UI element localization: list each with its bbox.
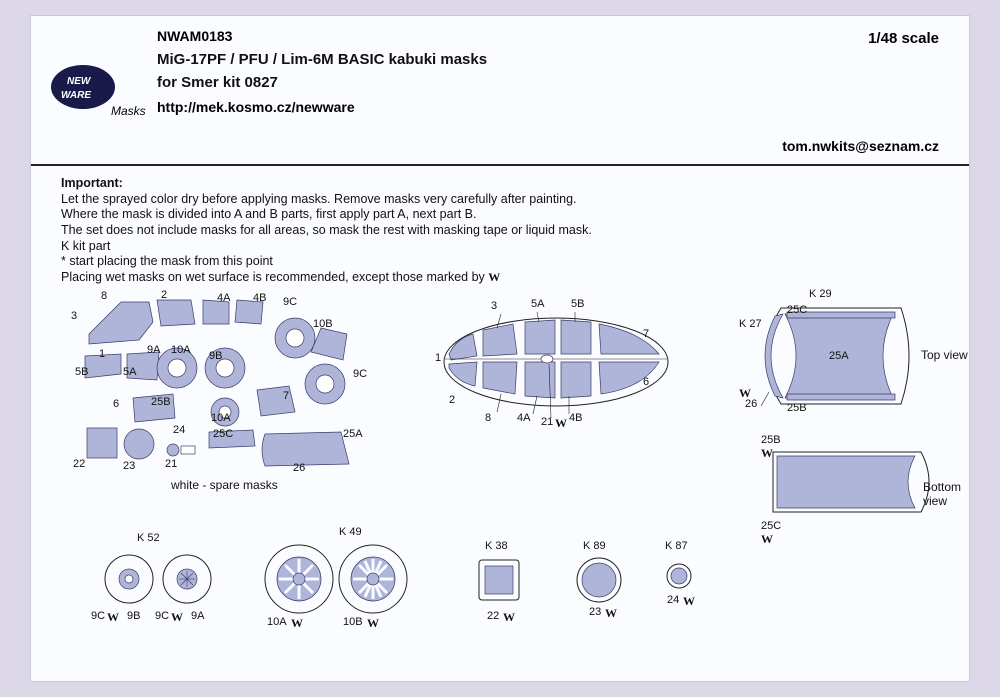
w-canopy: W	[555, 416, 567, 431]
w-10a: W	[291, 616, 303, 631]
w-26: W	[739, 386, 751, 401]
diagram-area: 8 2 3 4A 4B 9C 10B 9C 1 9A 10A 9B 5B 5A …	[61, 294, 971, 674]
lbl-8: 8	[101, 290, 107, 302]
lbl-10A: 10A	[211, 412, 231, 424]
vlbl-25A: 25A	[829, 350, 849, 362]
clbl-6: 6	[643, 376, 649, 388]
lbl-9C2: 9C	[353, 368, 367, 380]
wlbl-k89: K 89	[583, 540, 606, 552]
lbl-10B: 10B	[313, 318, 333, 330]
lbl-9C1: 9C	[283, 296, 297, 308]
lbl-23: 23	[123, 460, 135, 472]
clbl-1: 1	[435, 352, 441, 364]
wlbl-k87: K 87	[665, 540, 688, 552]
wlbl-k49: K 49	[339, 526, 362, 538]
part-k38	[471, 552, 531, 612]
w-b25C: W	[761, 532, 773, 547]
clbl-5A: 5A	[531, 298, 544, 310]
wlbl-9C2: 9C	[155, 610, 169, 622]
vlbl-25C: 25C	[787, 304, 807, 316]
important-line-5: * start placing the mask from this point	[61, 254, 273, 268]
clbl-21: 21	[541, 416, 553, 428]
wlbl-9C1: 9C	[91, 610, 105, 622]
contact-email: tom.nwkits@seznam.cz	[782, 138, 939, 154]
canopy-bottom-view	[761, 444, 941, 524]
lbl-4B: 4B	[253, 292, 266, 304]
lbl-25B: 25B	[151, 396, 171, 408]
lbl-6: 6	[113, 398, 119, 410]
important-line-2: Where the mask is divided into A and B p…	[61, 207, 477, 221]
lbl-3: 3	[71, 310, 77, 322]
lbl-24: 24	[173, 424, 185, 436]
w-24: W	[683, 594, 695, 609]
clbl-8: 8	[485, 412, 491, 424]
wet-mark-icon: W	[488, 270, 500, 284]
clbl-5B: 5B	[571, 298, 584, 310]
important-heading: Important:	[61, 176, 123, 190]
product-sku: NWAM0183	[157, 28, 941, 44]
part-k89	[571, 552, 631, 612]
wlbl-24: 24	[667, 594, 679, 606]
product-url: http://mek.kosmo.cz/newware	[157, 99, 941, 115]
lbl-26: 26	[293, 462, 305, 474]
important-line-3: The set does not include masks for all a…	[61, 223, 592, 237]
wlbl-k52: K 52	[137, 532, 160, 544]
vlbl-k27: K 27	[739, 318, 762, 330]
vlbl-k29: K 29	[809, 288, 832, 300]
lbl-5B: 5B	[75, 366, 88, 378]
wlbl-k38: K 38	[485, 540, 508, 552]
lbl-25A: 25A	[343, 428, 363, 440]
wlbl-9B: 9B	[127, 610, 140, 622]
logo-side-text: Masks	[111, 104, 146, 118]
w-22: W	[503, 610, 515, 625]
clbl-4A: 4A	[517, 412, 530, 424]
wheel-k49	[261, 534, 411, 624]
caption-topview: Top view	[921, 348, 968, 362]
header: NEW WARE Masks NWAM0183 MiG-17PF / PFU /…	[31, 16, 969, 166]
product-scale: 1/48 scale	[868, 30, 939, 47]
clbl-7: 7	[643, 328, 649, 340]
instruction-sheet: NEW WARE Masks NWAM0183 MiG-17PF / PFU /…	[30, 15, 970, 682]
wlbl-10B: 10B	[343, 616, 363, 628]
blbl-25C: 25C	[761, 520, 781, 532]
wlbl-10A: 10A	[267, 616, 287, 628]
vlbl-25B: 25B	[787, 402, 807, 414]
caption-spare: white - spare masks	[171, 478, 278, 492]
important-line-4: K kit part	[61, 239, 110, 253]
lbl-2: 2	[161, 289, 167, 301]
w-9c1: W	[107, 610, 119, 625]
clbl-4B: 4B	[569, 412, 582, 424]
lbl-22: 22	[73, 458, 85, 470]
lbl-7: 7	[283, 390, 289, 402]
logo-text-top: NEW	[67, 76, 92, 87]
product-title-2: for Smer kit 0827	[157, 71, 941, 94]
clbl-3: 3	[491, 300, 497, 312]
w-23: W	[605, 606, 617, 621]
canopy-diagram	[441, 302, 671, 432]
caption-bottomview: Bottom view	[923, 480, 971, 508]
lbl-5A: 5A	[123, 366, 136, 378]
w-b25B: W	[761, 446, 773, 461]
wlbl-23: 23	[589, 606, 601, 618]
clbl-2: 2	[449, 394, 455, 406]
blbl-25B: 25B	[761, 434, 781, 446]
important-notes: Important: Let the sprayed color dry bef…	[61, 176, 939, 285]
lbl-21: 21	[165, 458, 177, 470]
wlbl-22: 22	[487, 610, 499, 622]
lbl-25C: 25C	[213, 428, 233, 440]
w-10b: W	[367, 616, 379, 631]
product-title-1: MiG-17PF / PFU / Lim-6M BASIC kabuki mas…	[157, 48, 941, 71]
important-line-1: Let the sprayed color dry before applyin…	[61, 192, 577, 206]
lbl-10Asm: 10A	[171, 344, 191, 356]
brand-logo: NEW WARE Masks	[51, 64, 125, 110]
lbl-9B: 9B	[209, 350, 222, 362]
w-9c2: W	[171, 610, 183, 625]
lbl-1: 1	[99, 348, 105, 360]
lbl-4A: 4A	[217, 292, 230, 304]
logo-text-bottom: WARE	[61, 90, 91, 101]
lbl-9A: 9A	[147, 344, 160, 356]
wlbl-9A: 9A	[191, 610, 204, 622]
important-line-6-pre: Placing wet masks on wet surface is reco…	[61, 270, 488, 284]
wheel-k52	[101, 544, 221, 614]
